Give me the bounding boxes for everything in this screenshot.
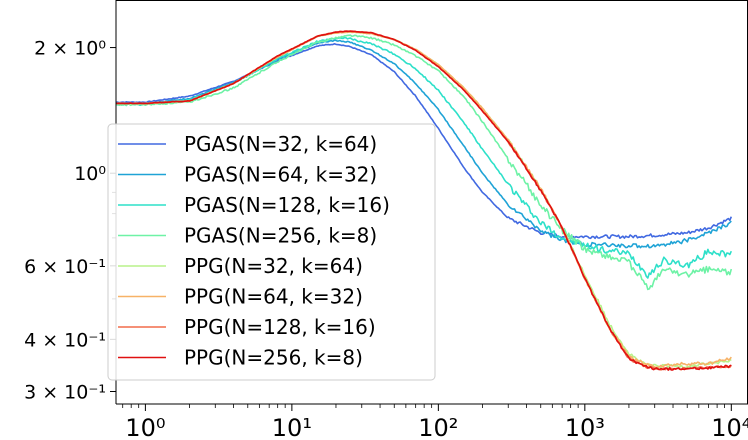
series-line-pgas-n-32-k-64 bbox=[115, 42, 733, 240]
y-tick-label: 3 × 10⁻¹ bbox=[24, 381, 106, 403]
y-tick-label: 4 × 10⁻¹ bbox=[24, 329, 106, 351]
y-tick-label: 2 × 10⁰ bbox=[34, 38, 106, 60]
x-tick-label: 10³ bbox=[565, 414, 605, 440]
legend-label: PPG(N=128, k=16) bbox=[184, 315, 376, 339]
series-line-pgas-n-256-k-8 bbox=[115, 34, 733, 291]
legend-label: PGAS(N=32, k=64) bbox=[184, 132, 377, 156]
y-ticks: 2 × 10⁰ 10⁰ 6 × 10⁻¹ 4 × 10⁻¹ 3 × 10⁻¹ bbox=[24, 38, 116, 403]
y-tick-label: 10⁰ bbox=[74, 163, 106, 185]
x-tick-label: 10⁴ bbox=[711, 414, 748, 440]
legend: PGAS(N=32, k=64) PGAS(N=64, k=32) PGAS(N=1… bbox=[107, 123, 436, 381]
y-tick-label: 6 × 10⁻¹ bbox=[24, 256, 106, 278]
x-tick-label: 10² bbox=[418, 414, 458, 440]
series-line-ppg-n-256-k-8 bbox=[116, 30, 732, 371]
legend-label: PPG(N=64, k=32) bbox=[184, 285, 363, 309]
legend-label: PPG(N=256, k=8) bbox=[184, 346, 363, 370]
x-ticks: 10⁰ 10¹ 10² 10³ 10⁴ bbox=[122, 404, 748, 440]
legend-label: PGAS(N=128, k=16) bbox=[184, 193, 390, 217]
legend-label: PGAS(N=256, k=8) bbox=[184, 224, 377, 248]
legend-label: PPG(N=32, k=64) bbox=[184, 254, 363, 278]
x-tick-label: 10⁰ bbox=[125, 414, 165, 440]
series-line-pgas-n-128-k-16 bbox=[115, 36, 733, 279]
legend-frame bbox=[107, 123, 436, 381]
x-tick-label: 10¹ bbox=[272, 414, 312, 440]
legend-label: PGAS(N=64, k=32) bbox=[184, 163, 377, 187]
series-lines bbox=[115, 30, 733, 371]
